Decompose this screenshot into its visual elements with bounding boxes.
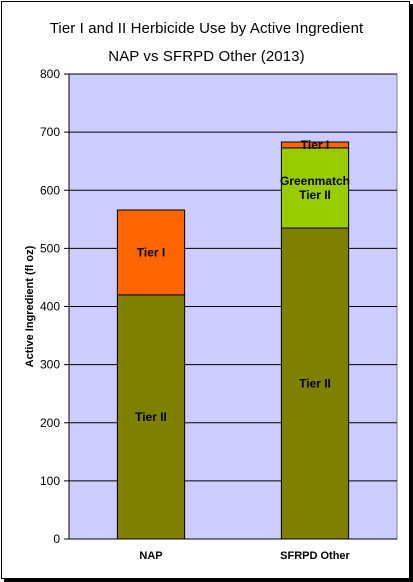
bar-segment bbox=[280, 141, 350, 149]
y-tick-label: 500 bbox=[40, 241, 60, 255]
segment-label: Tier I bbox=[137, 245, 165, 259]
y-tick-label: 100 bbox=[40, 474, 60, 488]
y-tick-label: 600 bbox=[40, 183, 60, 197]
x-category-label: NAP bbox=[139, 550, 162, 562]
segment-label: Tier I bbox=[301, 138, 329, 152]
bar-segment bbox=[116, 294, 186, 540]
segment-label: Tier II bbox=[299, 377, 331, 391]
y-tick-label: 300 bbox=[40, 358, 60, 372]
chart-subtitle: NAP vs SFRPD Other (2013) bbox=[108, 48, 305, 65]
segment-label: Tier II bbox=[299, 188, 331, 202]
y-tick-label: 0 bbox=[53, 532, 60, 546]
bar-segment bbox=[280, 147, 350, 229]
bar-segment bbox=[116, 209, 186, 296]
y-tick-label: 400 bbox=[40, 300, 60, 314]
y-tick-label: 200 bbox=[40, 416, 60, 430]
segment-label: Greenmatch bbox=[280, 174, 350, 188]
x-category-label: SFRPD Other bbox=[280, 550, 350, 562]
y-tick-label: 700 bbox=[40, 125, 60, 139]
y-tick-label: 800 bbox=[40, 67, 60, 81]
chart-title: Tier I and II Herbicide Use by Active In… bbox=[49, 20, 364, 37]
bar-segment bbox=[280, 227, 350, 540]
y-axis-label: Active Ingredient (fl oz) bbox=[24, 245, 36, 367]
segment-label: Tier II bbox=[135, 410, 167, 424]
